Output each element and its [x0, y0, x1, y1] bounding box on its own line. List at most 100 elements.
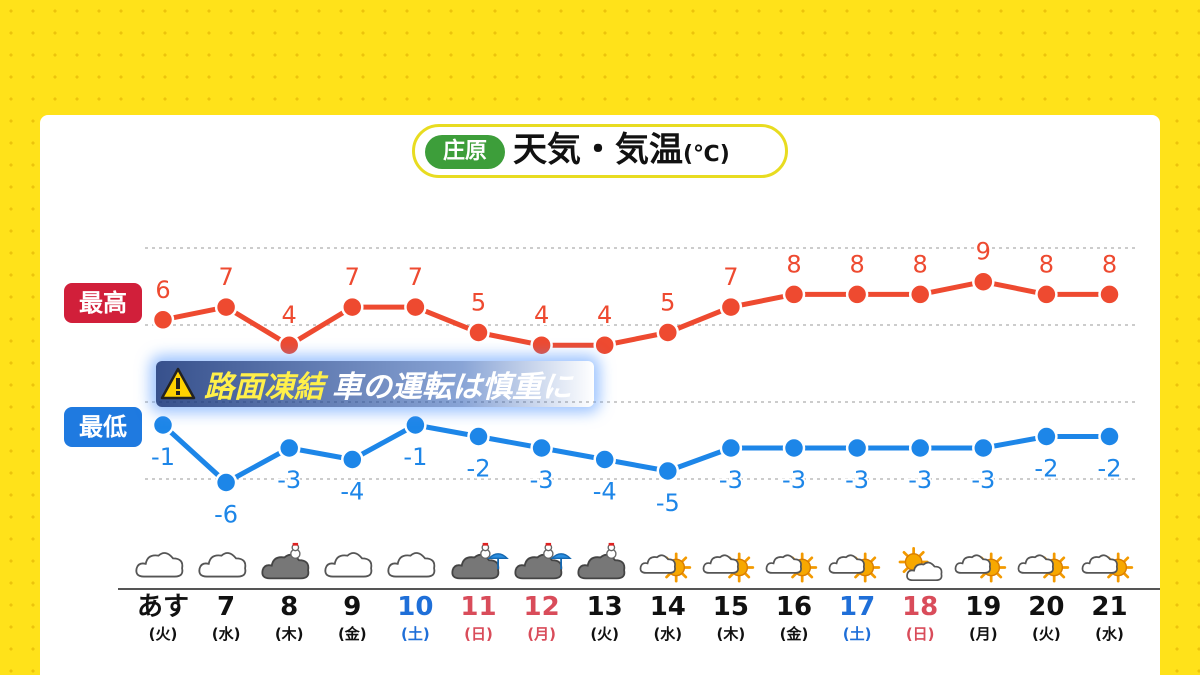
day-weekday: (火) [148, 625, 178, 643]
day-weekday: (木) [716, 625, 746, 643]
low-temp-value: -4 [340, 478, 364, 506]
high-temp-point [908, 283, 932, 306]
title-unit: (℃) [683, 142, 730, 167]
day-weekday: (月) [527, 625, 556, 643]
low-temp-label: 最低 [64, 407, 142, 447]
cloud-icon [322, 538, 382, 586]
high-temp-value: 8 [1102, 250, 1117, 278]
warning-highlight-text: 路面凍結 [204, 370, 324, 405]
day-number: 7 [217, 592, 236, 622]
high-temp-point [404, 295, 427, 319]
snow-icon [259, 538, 319, 586]
day-number: 8 [280, 592, 299, 622]
high-temp-value: 8 [913, 250, 928, 278]
day-weekday: (金) [337, 625, 367, 643]
day-label: 20 (火) [1011, 592, 1081, 644]
high-temp-point [467, 321, 490, 344]
day-weekday: (金) [779, 625, 809, 643]
low-temp-value: -3 [719, 466, 743, 494]
place-badge: 庄原 [425, 135, 505, 169]
day-number: 11 [460, 592, 497, 622]
day-weekday: (日) [905, 625, 935, 643]
low-temp-point [972, 436, 995, 460]
day-number: 12 [523, 592, 560, 622]
day-label: 18 (日) [885, 592, 955, 644]
low-temp-point [277, 436, 301, 460]
high-temp-point [530, 333, 553, 357]
high-temp-value: 7 [723, 263, 738, 291]
day-weekday: (水) [211, 625, 241, 643]
high-temp-point [719, 295, 743, 319]
low-temp-value: -6 [214, 501, 238, 529]
low-temp-value: -3 [530, 466, 554, 494]
high-temp-value: 4 [597, 301, 612, 329]
low-temp-point [782, 436, 806, 460]
high-temp-value: 7 [408, 263, 423, 291]
day-weekday: (水) [1095, 625, 1124, 643]
low-temp-point [467, 425, 490, 448]
snow-rain-icon [449, 538, 509, 586]
warning-text: 車の運転は慎重に [332, 370, 572, 405]
day-number: 10 [397, 592, 434, 622]
sun-cloud-icon [890, 538, 950, 586]
high-temp-label: 最高 [64, 283, 142, 323]
day-weekday: (水) [653, 625, 683, 643]
low-temp-value: -3 [845, 466, 869, 494]
high-temp-point [277, 333, 301, 357]
day-weekday: (月) [968, 625, 998, 643]
high-temp-value: 7 [218, 263, 233, 291]
low-temp-value: -5 [656, 489, 680, 517]
day-label: 10 (土) [380, 592, 450, 644]
snow-icon [575, 538, 635, 586]
low-temp-point [404, 413, 427, 437]
cloud-sun-icon [701, 538, 761, 586]
low-temp-value: -1 [403, 443, 427, 471]
day-label: 15 (木) [696, 592, 766, 644]
day-label: 14 (水) [633, 592, 703, 644]
day-number: 21 [1091, 592, 1128, 622]
day-label: 16 (金) [759, 592, 829, 644]
day-weekday: (土) [401, 625, 430, 643]
high-temp-value: 9 [976, 238, 991, 266]
road-freeze-warning: 路面凍結 車の運転は慎重に [156, 361, 594, 407]
low-temp-point [1098, 425, 1121, 448]
high-temp-point [845, 283, 869, 306]
high-temp-point [214, 295, 238, 319]
low-temp-point [1035, 425, 1058, 448]
low-temp-point [341, 448, 364, 471]
title-main: 天気・気温 [513, 130, 683, 170]
low-temp-value: -4 [593, 478, 617, 506]
cloud-sun-icon [953, 538, 1013, 586]
cloud-sun-icon [638, 538, 698, 586]
low-temp-value: -3 [971, 466, 995, 494]
cloud-icon [385, 538, 445, 586]
high-temp-point [972, 270, 995, 293]
cloud-sun-icon [764, 538, 824, 586]
chart-title: 天気・気温(℃) [513, 128, 730, 172]
day-number: 14 [649, 592, 686, 622]
day-weekday: (火) [1032, 625, 1061, 643]
cloud-icon [133, 538, 193, 586]
low-temp-value: -3 [782, 466, 806, 494]
high-temp-value: 5 [660, 289, 675, 317]
day-number: 18 [902, 592, 939, 622]
low-temp-value: -2 [1034, 455, 1058, 483]
low-temp-point [593, 448, 616, 471]
day-number: 13 [586, 592, 623, 622]
day-label: 11 (日) [444, 592, 514, 644]
day-label: 13 (火) [570, 592, 640, 644]
low-temp-value: -1 [151, 443, 175, 471]
high-temp-value: 8 [1039, 250, 1054, 278]
day-weekday: (日) [464, 625, 493, 643]
warning-triangle-icon [160, 367, 196, 400]
day-weekday: (土) [842, 625, 872, 643]
low-temp-value: -3 [277, 466, 301, 494]
high-temp-point [1098, 283, 1121, 306]
day-label: 8 (木) [254, 592, 324, 644]
low-temp-point [656, 459, 680, 483]
day-label: 12 (月) [507, 592, 577, 644]
low-temp-value: -2 [1098, 455, 1122, 483]
low-temp-point [845, 436, 869, 460]
low-temp-point [214, 471, 238, 494]
